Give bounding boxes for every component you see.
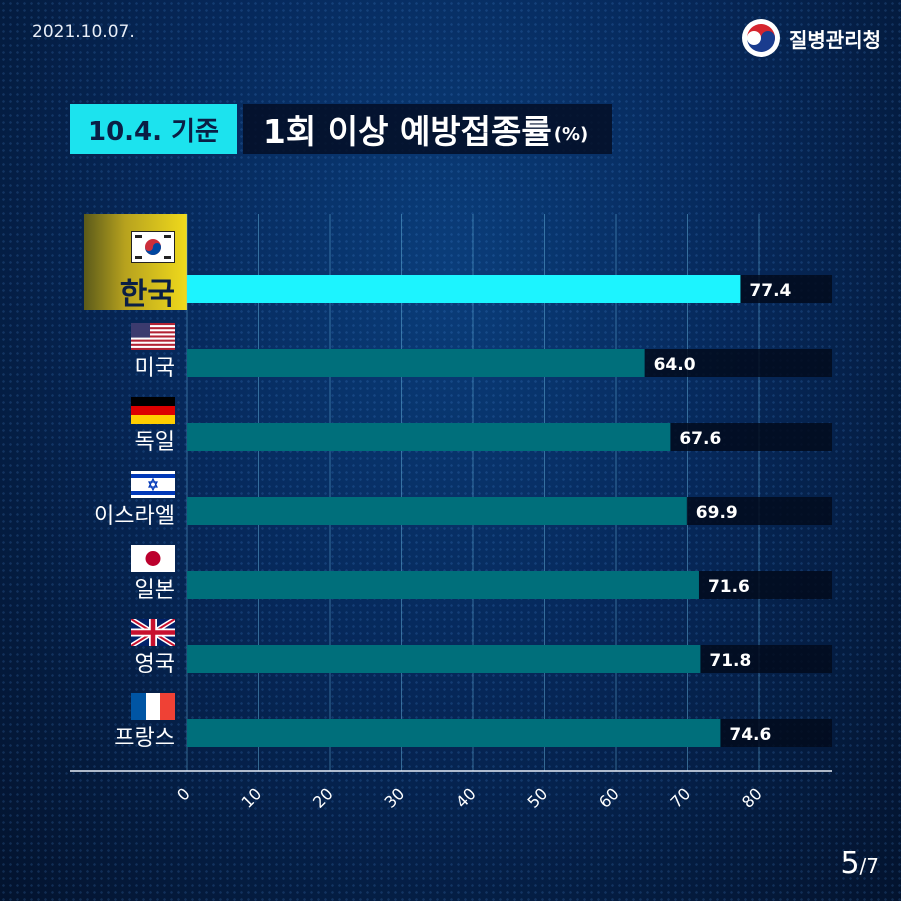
x-tick-label: 20	[309, 784, 337, 812]
x-tick-label: 50	[523, 784, 551, 812]
korea-flag-icon	[130, 230, 176, 264]
kdca-emblem-icon	[742, 19, 780, 57]
category-label: 이스라엘	[94, 504, 175, 529]
category-label: 프랑스	[114, 726, 175, 751]
bar-track	[644, 349, 832, 377]
bar	[187, 719, 721, 747]
x-tick-label: 60	[595, 784, 623, 812]
title-row: 10.4. 기준 1회 이상 예방접종률 (%)	[70, 104, 613, 154]
bar-track	[700, 645, 832, 673]
data-label: 64.0	[654, 355, 696, 375]
bar-track	[686, 497, 832, 525]
chart-unit: (%)	[553, 123, 589, 145]
bar	[187, 571, 699, 599]
x-tick-label: 80	[738, 784, 766, 812]
category-label: 독일	[134, 430, 175, 455]
x-tick-label: 0	[173, 784, 194, 805]
chart-title: 1회 이상 예방접종률	[262, 112, 552, 151]
bar	[187, 423, 671, 451]
israel-flag-icon	[131, 471, 175, 498]
page-current: 5	[840, 846, 860, 881]
x-tick-label: 30	[380, 784, 408, 812]
uk-flag-icon	[129, 616, 177, 649]
category-label: 미국	[134, 356, 175, 381]
data-label: 67.6	[679, 429, 721, 449]
category-label: 한국	[119, 277, 175, 312]
bar	[187, 349, 645, 377]
usa-flag-icon	[131, 323, 175, 350]
date-badge: 10.4. 기준	[70, 104, 237, 154]
bar-track	[670, 423, 832, 451]
data-label: 74.6	[729, 725, 771, 745]
japan-flag-icon	[131, 545, 175, 572]
france-flag-icon	[131, 693, 175, 720]
agency-name: 질병관리청	[789, 27, 881, 52]
bar	[187, 275, 741, 303]
x-tick-label: 70	[666, 784, 694, 812]
bar-track	[720, 719, 832, 747]
germany-flag-icon	[131, 397, 175, 424]
data-label: 71.8	[709, 651, 751, 671]
date-label: 2021.10.07.	[32, 22, 135, 42]
bar	[187, 497, 687, 525]
bar-track	[740, 275, 832, 303]
agency-logo: 질병관리청	[741, 18, 881, 58]
page-indicator: 5/7	[840, 846, 879, 881]
page-total: /7	[859, 854, 879, 878]
data-label: 77.4	[749, 281, 791, 301]
x-tick-label: 10	[237, 784, 265, 812]
data-label: 69.9	[696, 503, 738, 523]
x-tick-label: 40	[452, 784, 480, 812]
bar	[187, 645, 701, 673]
bar-track	[698, 571, 832, 599]
title-box: 1회 이상 예방접종률 (%)	[242, 104, 613, 154]
data-label: 71.6	[708, 577, 750, 597]
category-label: 일본	[134, 578, 175, 603]
category-label: 영국	[134, 652, 175, 677]
